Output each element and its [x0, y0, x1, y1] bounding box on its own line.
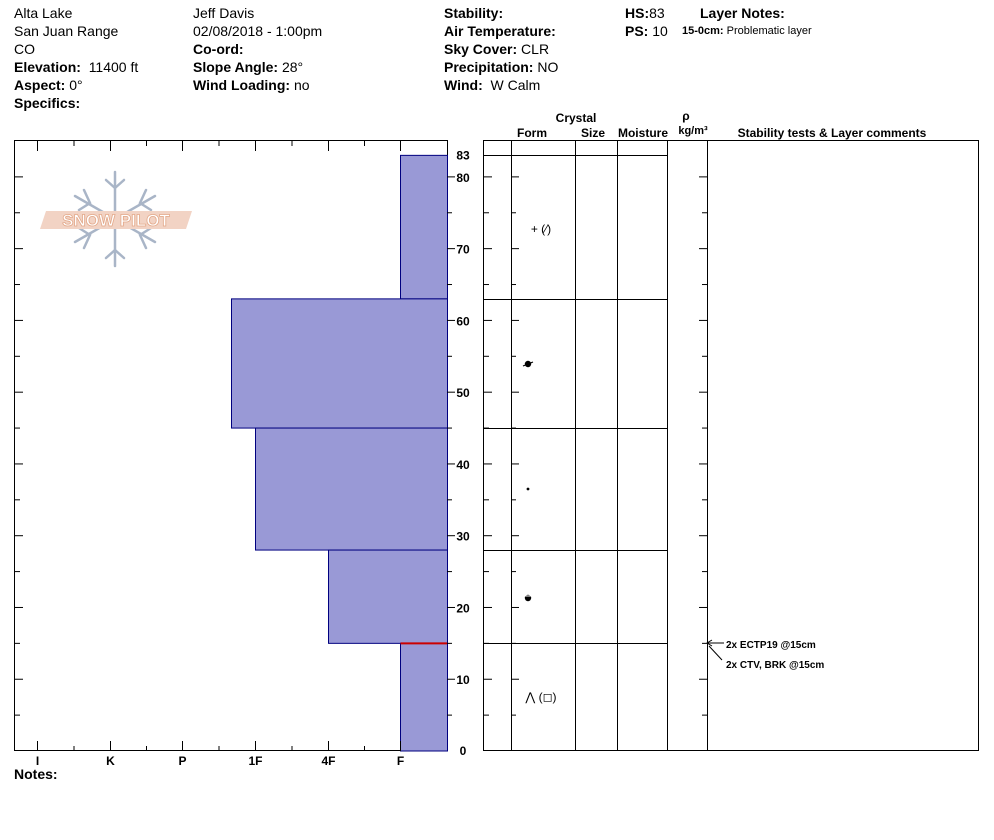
- specifics-label: Specifics:: [14, 95, 81, 111]
- layer-table-frame: [483, 140, 979, 751]
- location: Alta Lake: [14, 5, 73, 21]
- layer-note-entry: 15-0cm: Problematic layer: [682, 22, 812, 40]
- hardness-axis: I K P 1F 4F F: [36, 141, 404, 768]
- crystal-forms: + (⁄) ⋀ (◻): [522, 222, 557, 704]
- x-tick-label: 1F: [248, 754, 262, 768]
- y-tick-label: 40: [456, 458, 470, 472]
- wind-label: Wind:: [444, 77, 483, 93]
- hardness-layer-bar: [231, 298, 448, 429]
- height-axis: 0 10 20 30 40 50 60 70 80 83: [15, 148, 470, 758]
- crystal-header: Crystal: [556, 111, 597, 125]
- aspect-value: 0°: [69, 77, 83, 93]
- stability-test-markers: [706, 639, 724, 661]
- stability-comments-header: Stability tests & Layer comments: [738, 126, 927, 140]
- hs-value: 83: [649, 5, 665, 21]
- x-tick-label: K: [106, 754, 115, 768]
- form-header: Form: [517, 126, 547, 140]
- y-tick-label: 10: [456, 673, 470, 687]
- notes-label: Notes:: [14, 766, 58, 782]
- crystal-form-symbol: + (⁄): [531, 222, 551, 236]
- x-tick-label: I: [36, 754, 39, 768]
- header-col3: Stability: Air Temperature: Sky Cover: C…: [444, 4, 558, 94]
- y-tick-label: 70: [456, 243, 470, 257]
- hardness-layers: [231, 154, 448, 752]
- crystal-form-symbol: ⋀ (◻): [524, 690, 556, 704]
- precipitation-particle-icon: [526, 487, 530, 491]
- wind-loading-label: Wind Loading:: [193, 77, 291, 93]
- stability-label: Stability:: [444, 5, 504, 21]
- layer-notes-label: Layer Notes:: [700, 5, 785, 21]
- x-tick-label: P: [178, 754, 186, 768]
- ps-value: 10: [652, 23, 668, 39]
- stability-test-2: 2x CTV, BRK @15cm: [726, 660, 824, 671]
- layer-notes: Layer Notes:: [700, 4, 785, 22]
- layer-table: [483, 140, 979, 751]
- y-tick-label: 50: [456, 386, 470, 400]
- hardness-layer-bar: [400, 154, 448, 300]
- coord-label: Co-ord:: [193, 41, 244, 57]
- slope-angle-label: Slope Angle:: [193, 59, 279, 75]
- y-tick-label: 80: [456, 171, 470, 185]
- hardness-layer-bar: [400, 642, 448, 752]
- notes: Notes:: [14, 765, 58, 783]
- moisture-header: Moisture: [618, 126, 668, 140]
- logo-text: SNOW PILOT: [62, 211, 170, 230]
- header-col1: Alta Lake San Juan Range CO Elevation: 1…: [14, 4, 138, 112]
- layer-note-text: Problematic layer: [726, 25, 812, 37]
- density-unit: kg/m³: [678, 125, 708, 137]
- hardness-layer-bar: [255, 427, 448, 551]
- y-tick-label: 83: [456, 148, 470, 162]
- slope-angle-value: 28°: [281, 59, 304, 75]
- state: CO: [14, 41, 35, 57]
- layer-note-depth: 15-0cm:: [682, 25, 724, 37]
- y-tick-label: 20: [456, 601, 470, 615]
- x-tick-label: F: [397, 754, 404, 768]
- hardness-layer-bar: [328, 549, 448, 644]
- precipitation-label: Precipitation:: [444, 59, 534, 75]
- size-header: Size: [581, 126, 605, 140]
- stability-test-1: 2x ECTP19 @15cm: [726, 640, 816, 651]
- mountain-range: San Juan Range: [14, 23, 119, 39]
- observation-datetime: 02/08/2018 - 1:00pm: [193, 23, 323, 39]
- elevation-value: 11400 ft: [88, 59, 139, 75]
- x-tick-label: 4F: [321, 754, 335, 768]
- wind-loading-value: no: [293, 77, 310, 93]
- table-ticks: [484, 176, 707, 716]
- header-col4: HS:83 PS: 10: [625, 4, 668, 40]
- density-symbol: ρ: [682, 109, 689, 123]
- precipitation-value: NO: [537, 59, 559, 75]
- y-tick-label: 30: [456, 530, 470, 544]
- elevation-label: Elevation:: [14, 59, 81, 75]
- observer: Jeff Davis: [193, 5, 255, 21]
- ps-label: PS:: [625, 23, 649, 39]
- header-col2: Jeff Davis 02/08/2018 - 1:00pm Co-ord: S…: [193, 4, 322, 94]
- melt-forms-icon: [524, 594, 532, 602]
- y-tick-label: 0: [460, 744, 467, 758]
- snowpilot-logo: SNOW PILOT: [40, 170, 192, 268]
- y-tick-label: 60: [456, 314, 470, 328]
- air-temperature-label: Air Temperature:: [444, 23, 556, 39]
- sky-cover-label: Sky Cover:: [444, 41, 518, 57]
- sky-cover-value: CLR: [521, 41, 550, 57]
- rounded-grains-icon: [522, 360, 534, 368]
- wind-value: W Calm: [490, 77, 541, 93]
- aspect-label: Aspect:: [14, 77, 66, 93]
- hs-label: HS:: [625, 5, 650, 21]
